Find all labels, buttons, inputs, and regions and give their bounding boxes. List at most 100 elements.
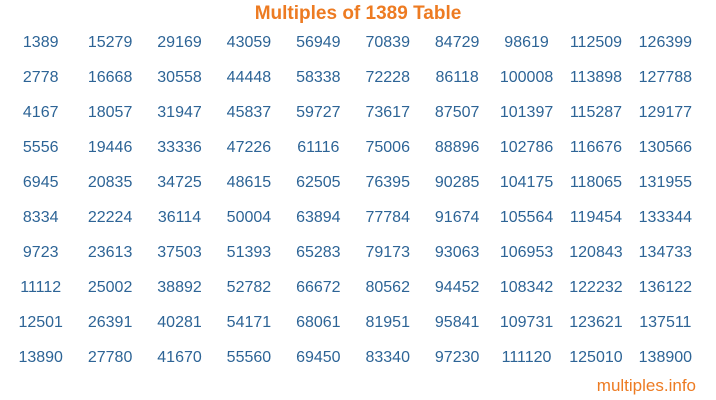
- multiple-value: 51393: [226, 243, 272, 261]
- multiple-value: 12501: [18, 313, 63, 331]
- multiple-value: 1389: [22, 33, 59, 51]
- multiple-value: 63894: [296, 208, 341, 226]
- multiple-value: 109731: [499, 313, 554, 331]
- multiple-value: 61116: [297, 138, 340, 156]
- multiple-value: 41670: [157, 348, 202, 366]
- multiple-value: 134733: [638, 243, 693, 261]
- multiple-value: 113898: [569, 68, 623, 86]
- multiple-value: 36114: [157, 208, 202, 226]
- multiple-value: 106953: [499, 243, 554, 261]
- multiple-value: 38892: [157, 278, 202, 296]
- multiple-value: 81951: [365, 313, 410, 331]
- multiple-value: 4167: [22, 103, 59, 121]
- site-link[interactable]: multiples.info: [596, 376, 696, 395]
- multiple-value: 84729: [434, 33, 480, 51]
- multiple-value: 11112: [20, 278, 62, 296]
- multiple-value: 118065: [569, 173, 623, 191]
- multiple-value: 40281: [157, 313, 202, 331]
- table-row: 5556 19446 33336 47226 61116 75006 88896 102786…: [6, 130, 700, 165]
- multiple-value: 108342: [499, 278, 554, 296]
- multiple-value: 129177: [638, 103, 693, 121]
- multiple-value: 18057: [87, 103, 133, 121]
- multiple-value: 8334: [22, 208, 59, 226]
- multiple-value: 15279: [87, 33, 133, 51]
- table-row: 1389 15279 29169 43059 56949 70839 84729 98619 1…: [6, 25, 700, 60]
- multiple-value: 43059: [226, 33, 272, 51]
- multiple-value: 19446: [87, 138, 133, 156]
- multiple-value: 30558: [157, 68, 202, 86]
- multiple-value: 72228: [365, 68, 410, 86]
- multiple-value: 91674: [434, 208, 480, 226]
- multiple-value: 45837: [226, 103, 272, 121]
- multiple-value: 76395: [365, 173, 410, 191]
- multiple-value: 115287: [569, 103, 623, 121]
- table-row: 6945 20835 34725 48615 62505 76395 90285 104175…: [6, 165, 700, 200]
- multiple-value: 25002: [87, 278, 133, 296]
- multiple-value: 100008: [499, 68, 554, 86]
- multiple-value: 9723: [22, 243, 59, 261]
- multiple-value: 22224: [87, 208, 133, 226]
- multiple-value: 88896: [434, 138, 480, 156]
- multiple-value: 58338: [296, 68, 341, 86]
- multiple-value: 127788: [638, 68, 693, 86]
- multiple-value: 79173: [365, 243, 410, 261]
- multiple-value: 75006: [365, 138, 410, 156]
- multiple-value: 48615: [226, 173, 272, 191]
- multiple-value: 104175: [499, 173, 554, 191]
- multiple-value: 44448: [226, 68, 272, 86]
- multiple-value: 2778: [22, 68, 59, 86]
- multiple-value: 95841: [434, 313, 480, 331]
- page-title: Multiples of 1389 Table: [254, 3, 462, 24]
- multiple-value: 20835: [87, 173, 133, 191]
- multiple-value: 105564: [499, 208, 554, 226]
- multiples-table: 1389 15279 29169 43059 56949 70839 84729 98619 1…: [6, 25, 700, 375]
- table-row: 8334 22224 36114 50004 63894 77784 91674 105564…: [6, 200, 700, 235]
- multiple-value: 68061: [296, 313, 341, 331]
- multiple-value: 5556: [22, 138, 59, 156]
- multiple-value: 52782: [226, 278, 272, 296]
- table-row: 2778 16668 30558 44448 58338 72228 86118 100008…: [6, 60, 700, 95]
- multiple-value: 69450: [296, 348, 341, 366]
- multiple-value: 136122: [638, 278, 693, 296]
- multiple-value: 98619: [504, 33, 549, 51]
- table-row: 9723 23613 37503 51393 65283 79173 93063 106953…: [6, 235, 700, 270]
- multiple-value: 56949: [296, 33, 341, 51]
- multiple-value: 102786: [499, 138, 554, 156]
- multiple-value: 101397: [499, 103, 554, 121]
- table-row: 12501 26391 40281 54171 68061 81951 95841 10973…: [6, 305, 700, 340]
- multiple-value: 70839: [365, 33, 410, 51]
- multiple-value: 126399: [638, 33, 693, 51]
- multiple-value: 131955: [638, 173, 693, 191]
- multiple-value: 33336: [157, 138, 202, 156]
- multiple-value: 54171: [226, 313, 272, 331]
- multiple-value: 125010: [569, 348, 623, 366]
- multiple-value: 90285: [434, 173, 480, 191]
- multiple-value: 73617: [365, 103, 410, 121]
- multiple-value: 112509: [569, 33, 623, 51]
- multiple-value: 122232: [569, 278, 623, 296]
- table-row: 4167 18057 31947 45837 59727 73617 87507 101397…: [6, 95, 700, 130]
- multiple-value: 29169: [157, 33, 202, 51]
- table-row: 11112 25002 38892 52782 66672 80562 94452 10834…: [6, 270, 700, 305]
- multiple-value: 27780: [87, 348, 133, 366]
- multiple-value: 65283: [296, 243, 341, 261]
- multiple-value: 26391: [87, 313, 133, 331]
- multiple-value: 120843: [569, 243, 623, 261]
- multiple-value: 111120: [501, 348, 552, 366]
- multiple-value: 34725: [157, 173, 202, 191]
- multiple-value: 97230: [434, 348, 480, 366]
- multiple-value: 50004: [226, 208, 272, 226]
- multiple-value: 66672: [296, 278, 341, 296]
- multiple-value: 138900: [638, 348, 693, 366]
- multiple-value: 130566: [638, 138, 693, 156]
- multiple-value: 137511: [639, 313, 692, 331]
- multiple-value: 47226: [226, 138, 272, 156]
- multiple-value: 123621: [569, 313, 623, 331]
- multiple-value: 94452: [434, 278, 480, 296]
- multiple-value: 59727: [296, 103, 341, 121]
- multiple-value: 93063: [434, 243, 480, 261]
- multiple-value: 37503: [157, 243, 202, 261]
- multiple-value: 116676: [569, 138, 623, 156]
- multiple-value: 87507: [434, 103, 480, 121]
